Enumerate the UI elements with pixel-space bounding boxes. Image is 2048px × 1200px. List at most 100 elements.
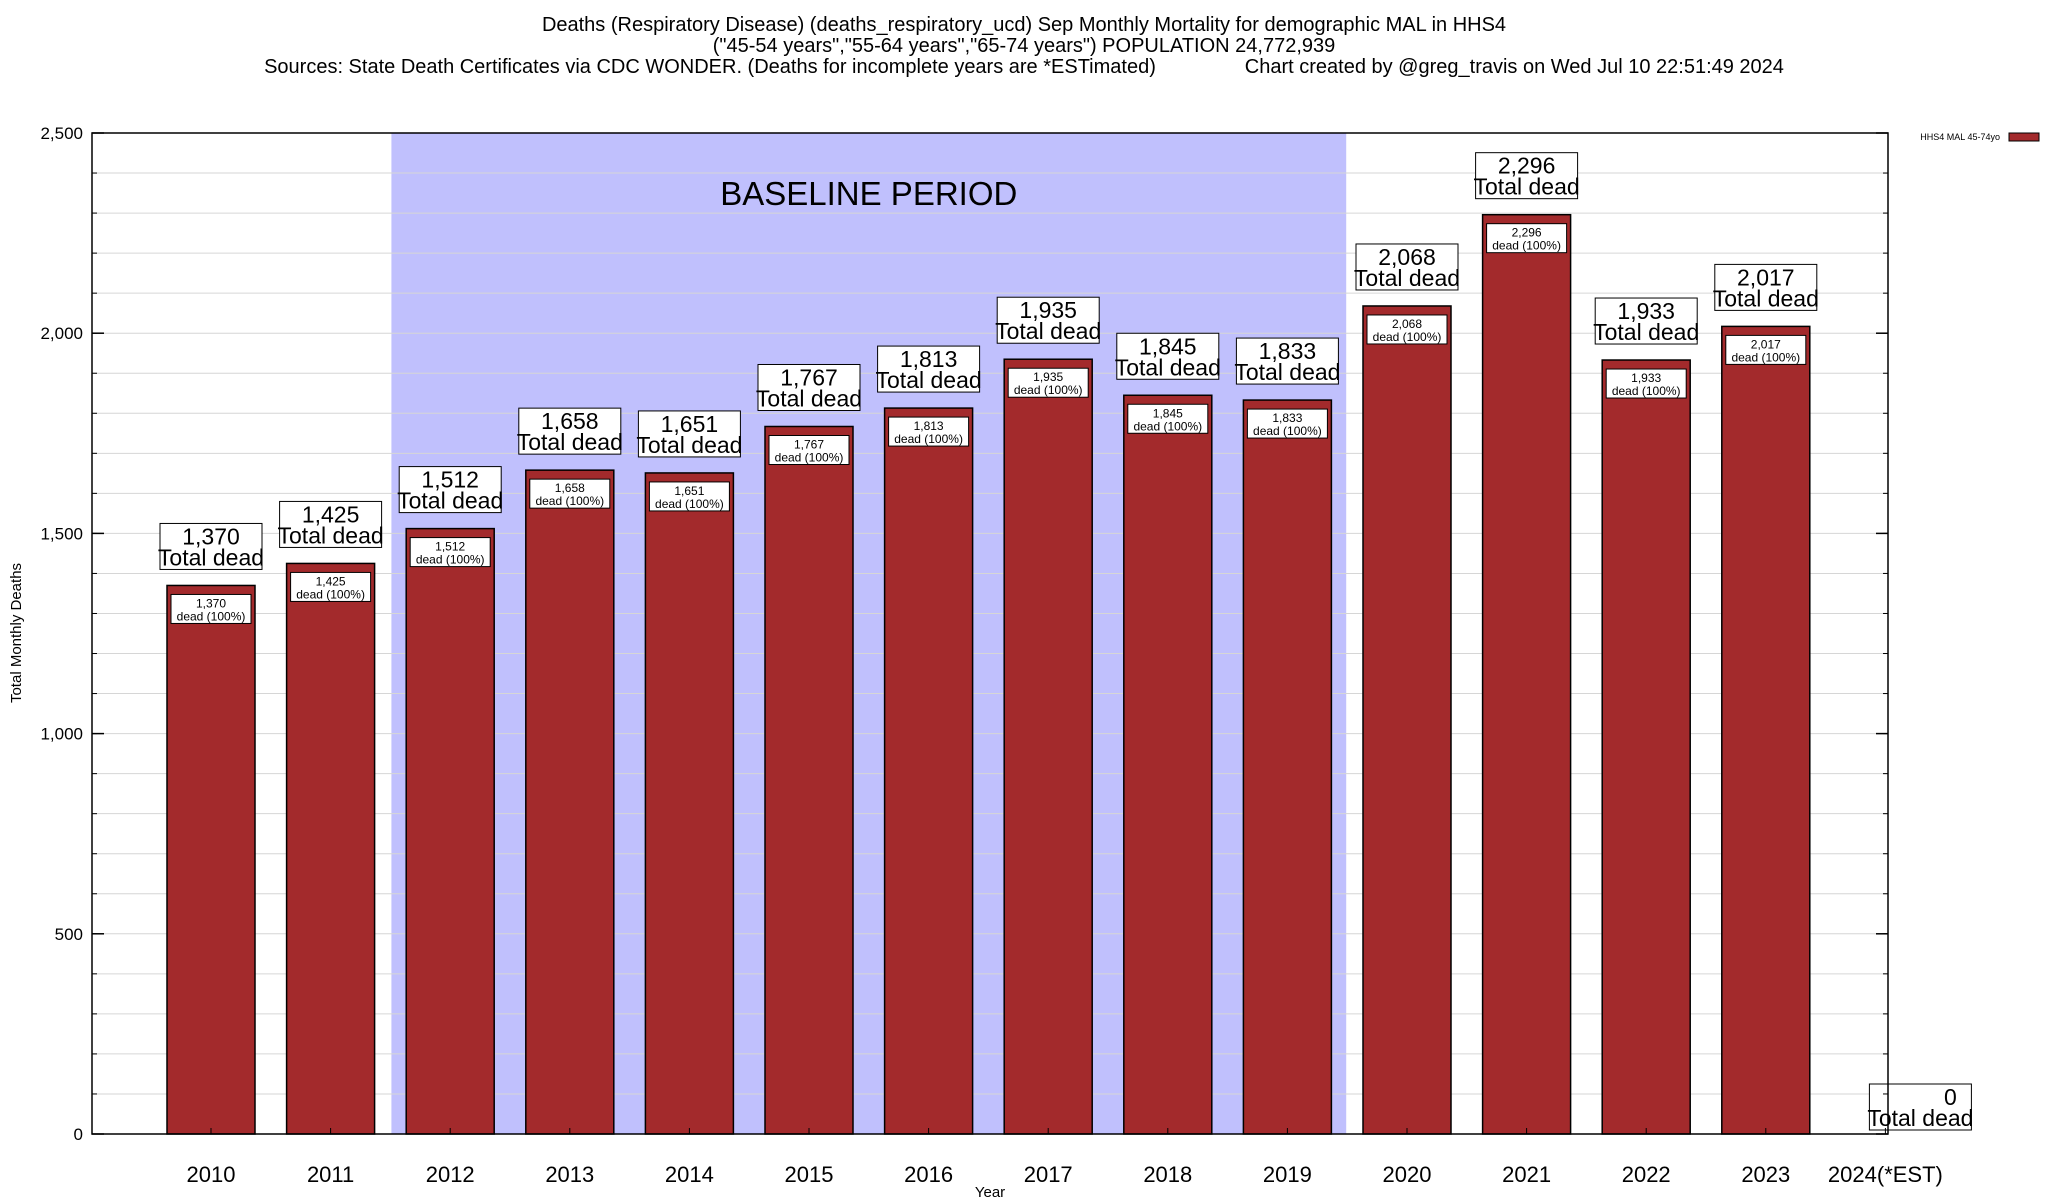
top-label-box [279,500,383,548]
top-suffix-label: Total dead [1474,174,1580,200]
inner-suffix-label: dead (100%) [894,432,963,446]
inner-value-label: 1,845 [1153,406,1183,420]
top-label-box [398,466,502,514]
inner-label-box [648,481,730,512]
top-value-label: 1,935 [1019,297,1077,323]
top-value-label: 1,845 [1139,333,1197,359]
inner-label-box [409,537,491,568]
top-suffix-label: Total dead [1354,265,1460,291]
top-suffix-label: Total dead [876,367,982,393]
inner-suffix-label: dead (100%) [177,609,246,623]
x-tick-label: 2014 [665,1162,714,1187]
bar-2020 [1362,305,1452,1135]
top-label-box [1868,1083,1972,1131]
inner-suffix-label: dead (100%) [1492,239,1561,253]
y-tick-label: 1,000 [40,725,83,744]
inner-label-box [888,416,970,447]
x-tick-label: 2010 [187,1162,236,1187]
top-value-label: 1,370 [182,523,240,549]
x-tick-label: 2020 [1383,1162,1432,1187]
bar-2018 [1123,394,1213,1135]
top-value-label: 0 [1944,1084,1957,1110]
inner-suffix-label: dead (100%) [1612,384,1681,398]
inner-label-box [768,434,850,465]
top-value-label: 2,296 [1498,153,1556,179]
y-tick-label: 2,500 [40,124,83,143]
top-suffix-label: Total dead [158,544,264,570]
bar-2022 [1601,359,1691,1135]
inner-label-box [529,478,611,509]
top-label-box [1594,297,1698,345]
axes: 2010 2011 2012 2013 2014 2015 2016 2017 2018 2019… [8,124,1943,1200]
inner-value-label: 1,512 [435,540,465,554]
inner-suffix-label: dead (100%) [296,587,365,601]
chart-title-line3: Sources: State Death Certificates via CD… [264,56,1784,78]
inner-value-label: 1,813 [914,419,944,433]
top-value-label: 2,017 [1737,264,1795,290]
chart-title-line1: Deaths (Respiratory Disease) (deaths_res… [541,14,1507,36]
top-value-label: 2,068 [1378,244,1436,270]
inner-label-box [1127,403,1209,434]
top-suffix-label: Total dead [397,488,503,514]
legend-label: HHS4 MAL 45-74yo [1920,132,2000,142]
top-suffix-label: Total dead [1593,319,1699,345]
bar-2013 [525,469,615,1135]
inner-label-box [1007,367,1089,398]
top-label-box [1475,152,1579,200]
inner-label-box [1605,368,1687,399]
x-tick-label: 2015 [785,1162,834,1187]
legend: HHS4 MAL 45-74yo [1920,132,2040,142]
top-label-box [518,407,622,455]
inner-label-box [290,571,372,602]
top-suffix-label: Total dead [1713,285,1819,311]
legend-swatch [2008,132,2040,142]
top-suffix-label: Total dead [995,318,1101,344]
bar-2014 [644,472,735,1135]
top-suffix-label: Total dead [1115,354,1221,380]
top-value-label: 1,813 [900,346,958,372]
x-tick-label: 2023 [1741,1162,1790,1187]
top-suffix-label: Total dead [1234,359,1340,385]
inner-label-box [1486,223,1568,254]
top-suffix-label: Total dead [517,429,623,455]
top-suffix-label: Total dead [636,432,742,458]
inner-value-label: 1,370 [196,596,226,610]
inner-suffix-label: dead (100%) [1014,383,1083,397]
inner-label-box [1725,334,1807,365]
x-tick-label: 2022 [1622,1162,1671,1187]
top-label-box [1714,263,1818,311]
y-tick-label: 0 [74,1125,83,1144]
inner-value-label: 1,651 [674,484,704,498]
inner-value-label: 1,933 [1631,371,1661,385]
top-suffix-label: Total dead [1867,1105,1973,1131]
top-label-box [996,296,1100,344]
top-suffix-label: Total dead [756,385,862,411]
bar-2021 [1481,213,1572,1135]
x-tick-label: 2016 [904,1162,953,1187]
bar-2016 [883,407,974,1135]
inner-value-label: 1,935 [1033,370,1063,384]
top-label-box [637,410,741,458]
y-tick-label: 1,500 [40,524,83,543]
x-axis-title: Year [975,1184,1005,1200]
inner-value-label: 2,017 [1751,337,1781,351]
x-tick-label: 2021 [1502,1162,1551,1187]
x-tick-label: 2024(*EST) [1828,1162,1943,1187]
x-tick-label: 2011 [307,1162,354,1187]
inner-value-label: 1,658 [555,481,585,495]
inner-suffix-label: dead (100%) [1731,350,1800,364]
inner-value-label: 1,425 [316,574,346,588]
x-tick-label: 2013 [545,1162,594,1187]
inner-value-label: 2,068 [1392,317,1422,331]
inner-value-label: 1,833 [1272,411,1302,425]
bar-2017 [1003,358,1093,1135]
plot-frame [91,132,1889,1135]
top-value-label: 1,658 [541,408,599,434]
top-value-label: 1,425 [302,501,360,527]
inner-suffix-label: dead (100%) [1253,424,1322,438]
y-tick-label: 500 [55,925,83,944]
inner-suffix-label: dead (100%) [1373,330,1442,344]
x-tick-label: 2018 [1143,1162,1192,1187]
